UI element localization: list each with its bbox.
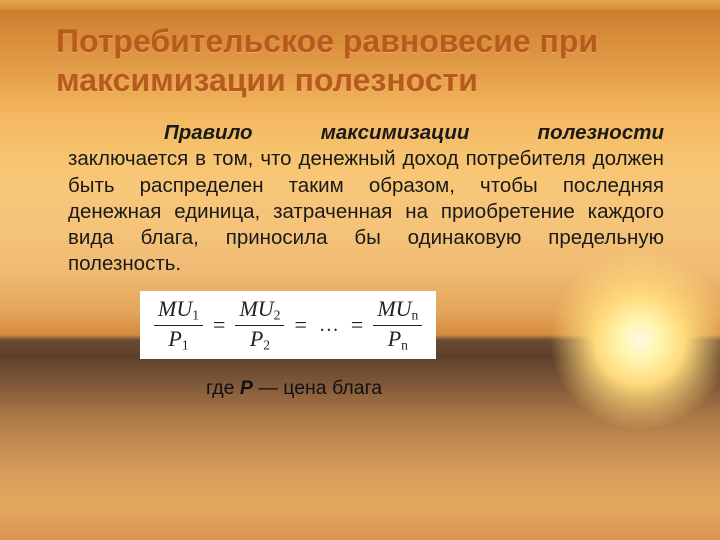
body-paragraph: Правило максимизации полезности заключае… [68,120,664,277]
body-rest: заключается в том, что денежный доход по… [68,147,664,275]
footnote: где P — цена блага [206,377,670,400]
fraction-n: MUn Pn [373,297,422,352]
lead-phrase: Правило максимизации полезности [164,121,664,144]
formula-container: MU1 P1 = MU2 P2 = … = MUn Pn [140,291,670,358]
utility-maximization-formula: MU1 P1 = MU2 P2 = … = MUn Pn [140,291,436,358]
footnote-variable: P [240,377,253,399]
fraction-2: MU2 P2 [235,297,284,352]
equals-2: = [290,312,310,338]
fraction-1: MU1 P1 [154,297,203,352]
equals-1: = [209,312,229,338]
slide-content: Потребительское равновесие при максимиза… [0,0,720,540]
ellipsis: … [317,314,341,337]
equals-3: = [347,312,367,338]
slide-title: Потребительское равновесие при максимиза… [56,22,670,100]
